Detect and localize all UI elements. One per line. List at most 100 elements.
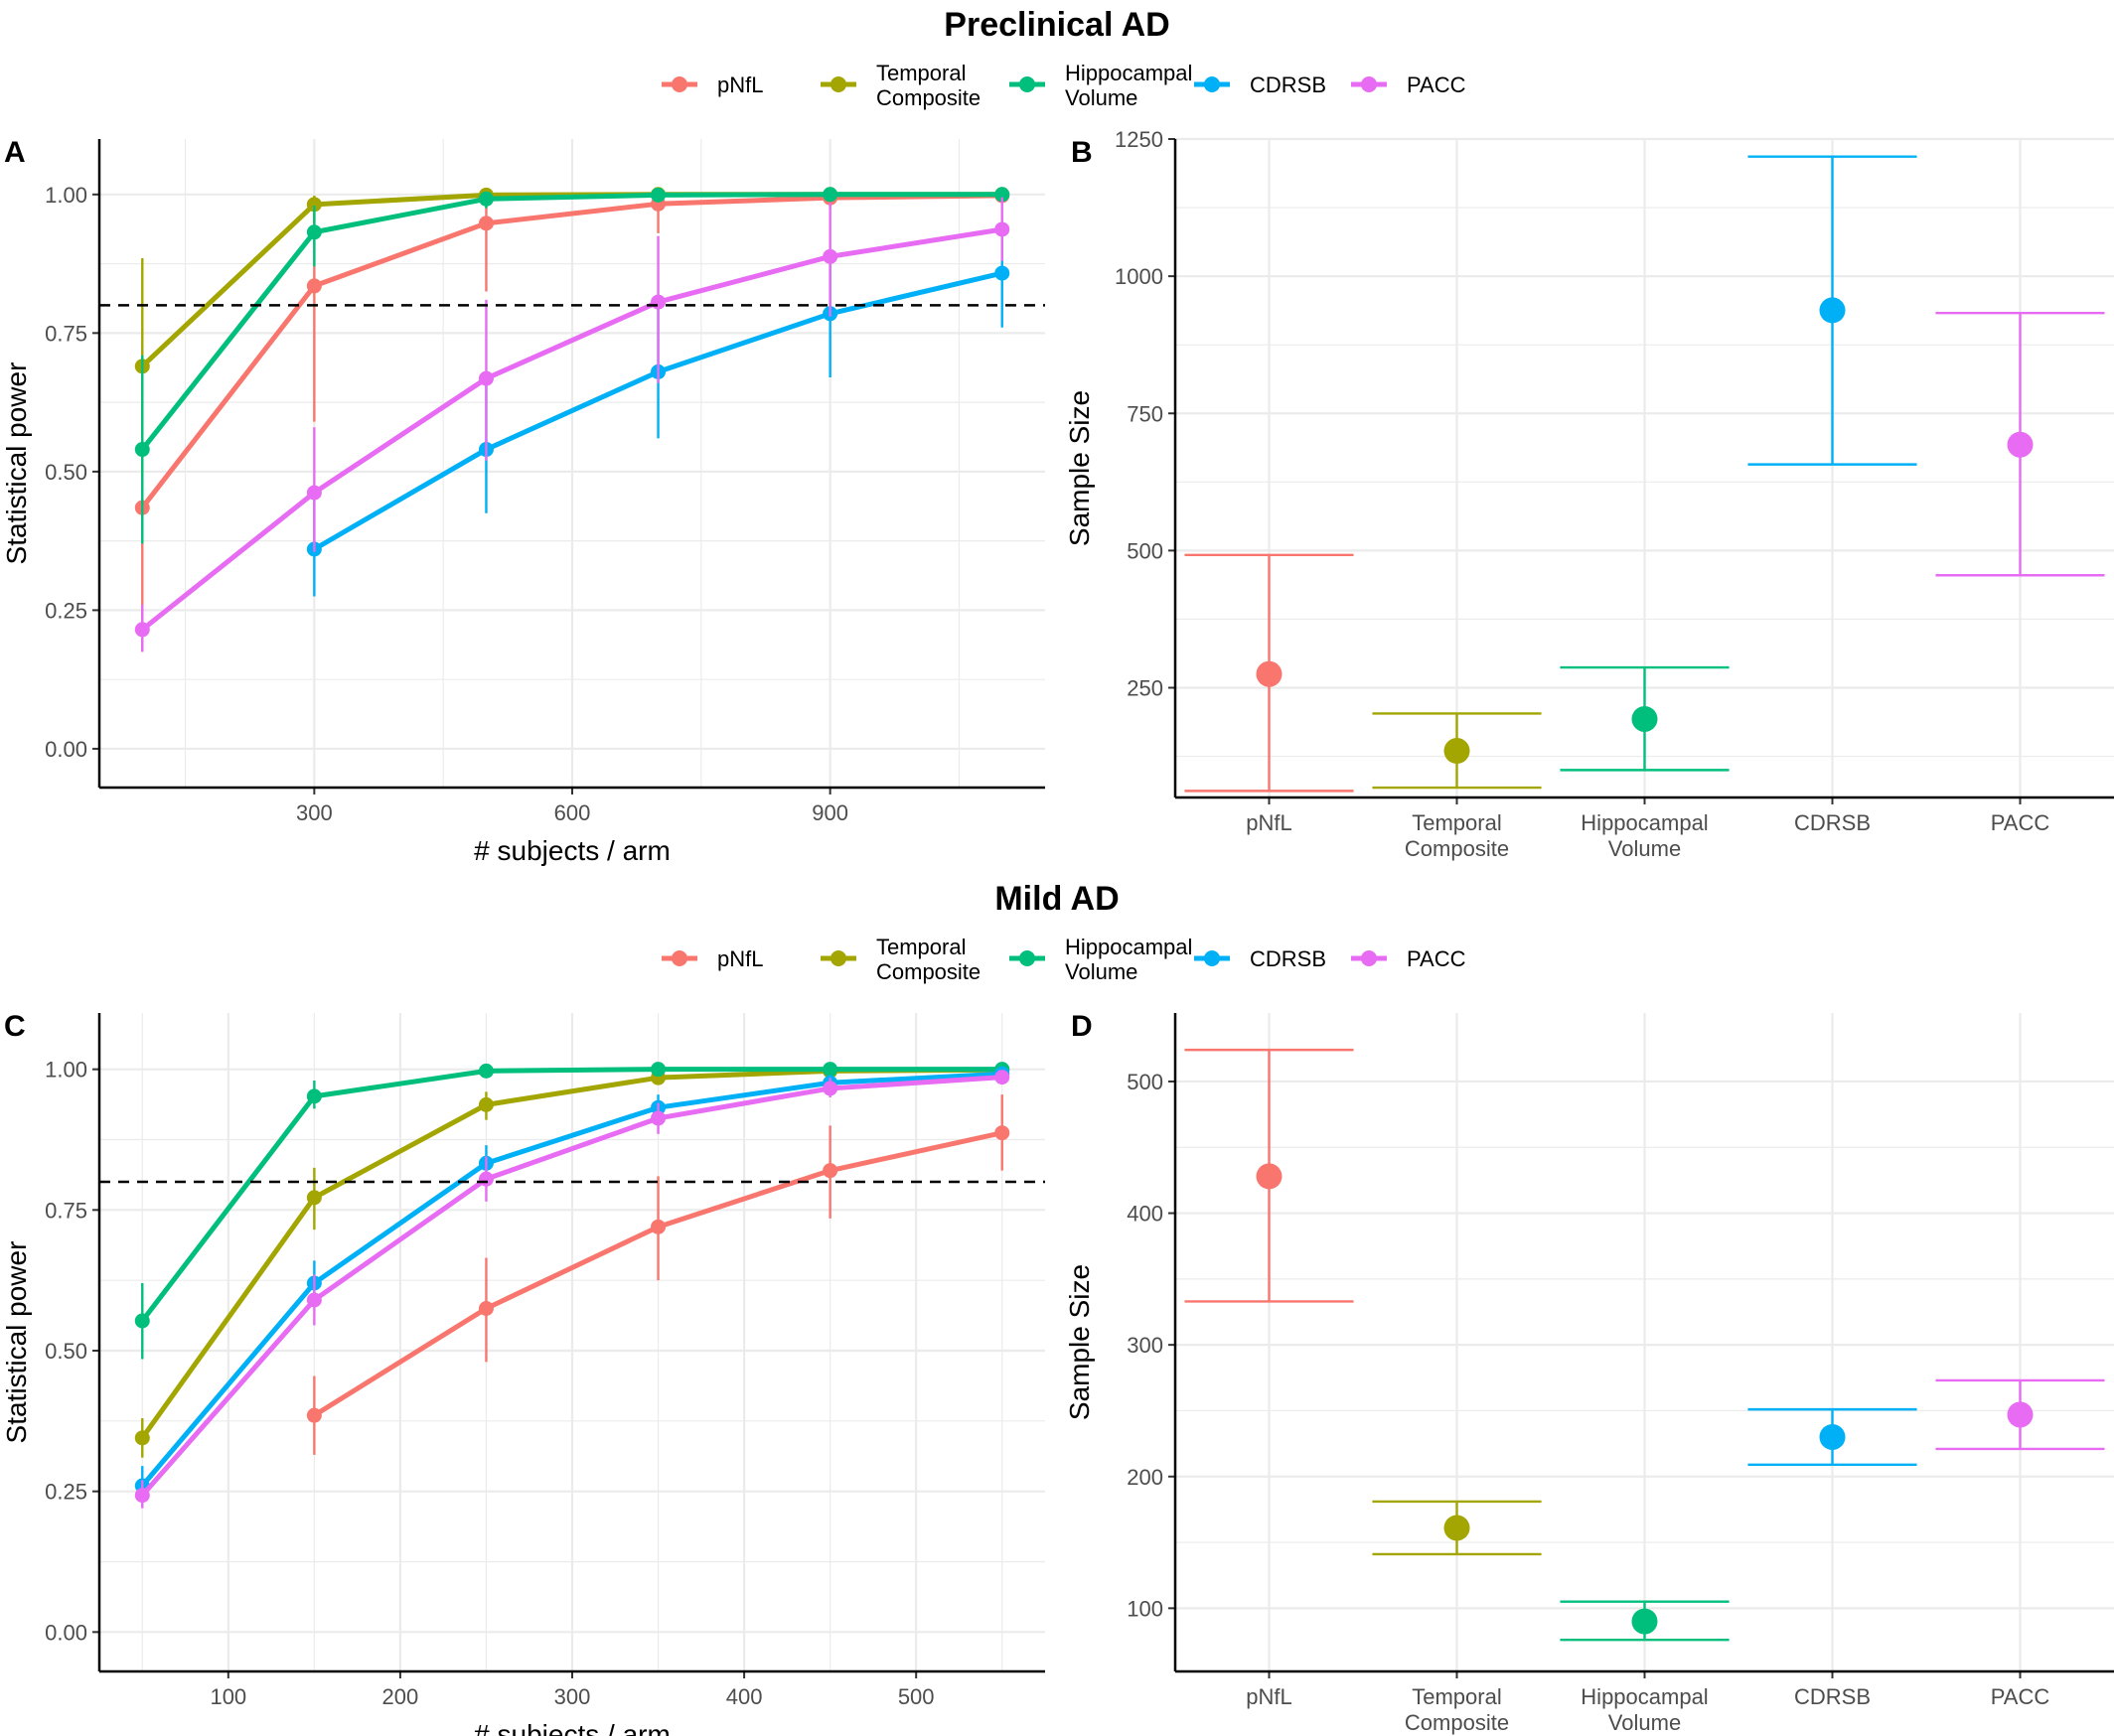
estimate-pacc <box>1935 1378 2105 1451</box>
data-point <box>134 442 150 458</box>
data-point <box>134 622 150 638</box>
data-point <box>478 216 494 231</box>
y-tick-label: 0.25 <box>45 1480 87 1505</box>
data-point <box>651 1110 667 1126</box>
x-tick-label: pNfL <box>1246 810 1291 835</box>
legend-swatch-dot <box>1204 76 1220 92</box>
series-line <box>140 193 1002 509</box>
data-point <box>651 187 667 203</box>
gridlines <box>99 1013 1045 1671</box>
y-tick-label: 400 <box>1127 1202 1163 1227</box>
y-tick-label: 1.00 <box>45 1058 87 1083</box>
y-axis-label: Statistical power <box>1 1241 32 1444</box>
panel-c-power-curve: C 0.00 0.25 0.50 0.75 1.00 100 200 300 400 500 # su… <box>1 1010 1045 1736</box>
estimate-pnfl <box>1184 553 1354 793</box>
legend-swatch-dot <box>1019 76 1035 92</box>
estimate-cdrsb <box>1747 1407 1917 1467</box>
legend-preclinical: pNfL Temporal Composite Hippocampal Volume CD… <box>662 61 1466 110</box>
series-pnfl <box>306 1094 1010 1455</box>
data-point <box>306 1088 322 1104</box>
y-tick-label: 1000 <box>1115 264 1163 289</box>
y-tick-label: 250 <box>1127 676 1163 701</box>
legend-swatch-dot <box>672 76 687 92</box>
estimate-point <box>1631 705 1658 732</box>
section-title-preclinical: Preclinical AD <box>944 6 1169 44</box>
y-tick-label: 0.00 <box>45 1620 87 1645</box>
x-tick-label: 400 <box>726 1684 763 1709</box>
data-point <box>478 370 494 386</box>
data-point <box>823 248 838 264</box>
x-tick-label: 300 <box>554 1684 591 1709</box>
legend-item-pacc: PACC <box>1351 946 1466 971</box>
data-point <box>994 265 1010 281</box>
data-point <box>306 1190 322 1206</box>
series-hippocampal-volume <box>134 187 1010 544</box>
legend-mild: pNfL Temporal Composite Hippocampal Volume CD… <box>662 935 1466 984</box>
data-point <box>823 1062 838 1078</box>
data-point <box>306 1407 322 1423</box>
legend-swatch-dot <box>1204 950 1220 966</box>
data-point <box>994 187 1010 203</box>
panel-letter: C <box>4 1010 26 1043</box>
legend-item-cdrsb: CDRSB <box>1194 946 1326 971</box>
series-line <box>140 1071 1002 1488</box>
data-point <box>478 1171 494 1187</box>
section-title-mild: Mild AD <box>994 880 1119 918</box>
x-tick-label: PACC <box>1991 1684 2050 1709</box>
data-point <box>994 1070 1010 1085</box>
legend-swatch-dot <box>672 950 687 966</box>
gridlines <box>99 139 1045 788</box>
data-point <box>306 278 322 294</box>
estimate-hippocampal-volume <box>1560 665 1730 772</box>
data-point <box>651 1219 667 1234</box>
legend-label-pacc: PACC <box>1407 72 1466 97</box>
y-tick-label: 0.25 <box>45 598 87 623</box>
estimate-point <box>1256 660 1283 687</box>
data-point <box>306 485 322 501</box>
x-tick-label: Temporal Composite <box>1405 810 1509 861</box>
legend-item-cdrsb: CDRSB <box>1194 72 1326 97</box>
legend-label-pnfl: pNfL <box>717 72 763 97</box>
estimate-point <box>1443 1515 1470 1541</box>
estimate-point <box>1443 738 1470 765</box>
legend-item-hippocampal-volume: Hippocampal Volume <box>1009 935 1192 984</box>
panel-d-sample-size: D 100 200 300 400 500 pNfL Temporal Composite Hip… <box>1064 1010 2114 1735</box>
legend-item-temporal-composite: Temporal Composite <box>821 935 981 984</box>
legend-item-pnfl: pNfL <box>662 72 763 97</box>
y-axis-label: Sample Size <box>1064 1264 1095 1420</box>
y-tick-label: 300 <box>1127 1333 1163 1358</box>
estimate-pnfl <box>1184 1048 1354 1303</box>
data-point <box>823 1081 838 1096</box>
x-tick-label: 200 <box>382 1684 419 1709</box>
estimate-point <box>2007 1401 2034 1428</box>
series-line <box>140 226 1003 632</box>
x-tick-label: Temporal Composite <box>1405 1684 1509 1735</box>
estimate-hippocampal-volume <box>1560 1600 1730 1642</box>
estimate-point <box>1256 1163 1283 1190</box>
series-hippocampal-volume <box>134 1062 1010 1360</box>
panel-a-power-curve: A 0.00 0.25 0.50 0.75 1.00 300 600 900 # subjects… <box>1 136 1045 866</box>
series-line <box>140 192 1002 452</box>
legend-label-temporal-composite: Temporal Composite <box>876 935 981 984</box>
series-line <box>140 1075 1002 1498</box>
data-point <box>823 1163 838 1179</box>
y-tick-label: 1.00 <box>45 183 87 208</box>
data-point <box>823 187 838 203</box>
data-point <box>306 197 322 213</box>
data-point <box>134 1488 150 1504</box>
data-point <box>478 1096 494 1112</box>
data-point <box>306 1292 322 1308</box>
data-point <box>994 221 1010 237</box>
x-axis-label: # subjects / arm <box>474 1719 671 1736</box>
estimate-temporal-composite <box>1372 712 1542 790</box>
y-tick-label: 0.75 <box>45 321 87 346</box>
data-point <box>651 294 667 310</box>
x-tick-label: 300 <box>296 800 333 825</box>
estimate-cdrsb <box>1747 155 1917 466</box>
legend-label-temporal-composite: Temporal Composite <box>876 61 981 110</box>
y-axis-label: Sample Size <box>1064 390 1095 546</box>
legend-swatch-dot <box>1019 950 1035 966</box>
legend-item-pacc: PACC <box>1351 72 1466 97</box>
legend-label-cdrsb: CDRSB <box>1250 72 1326 97</box>
